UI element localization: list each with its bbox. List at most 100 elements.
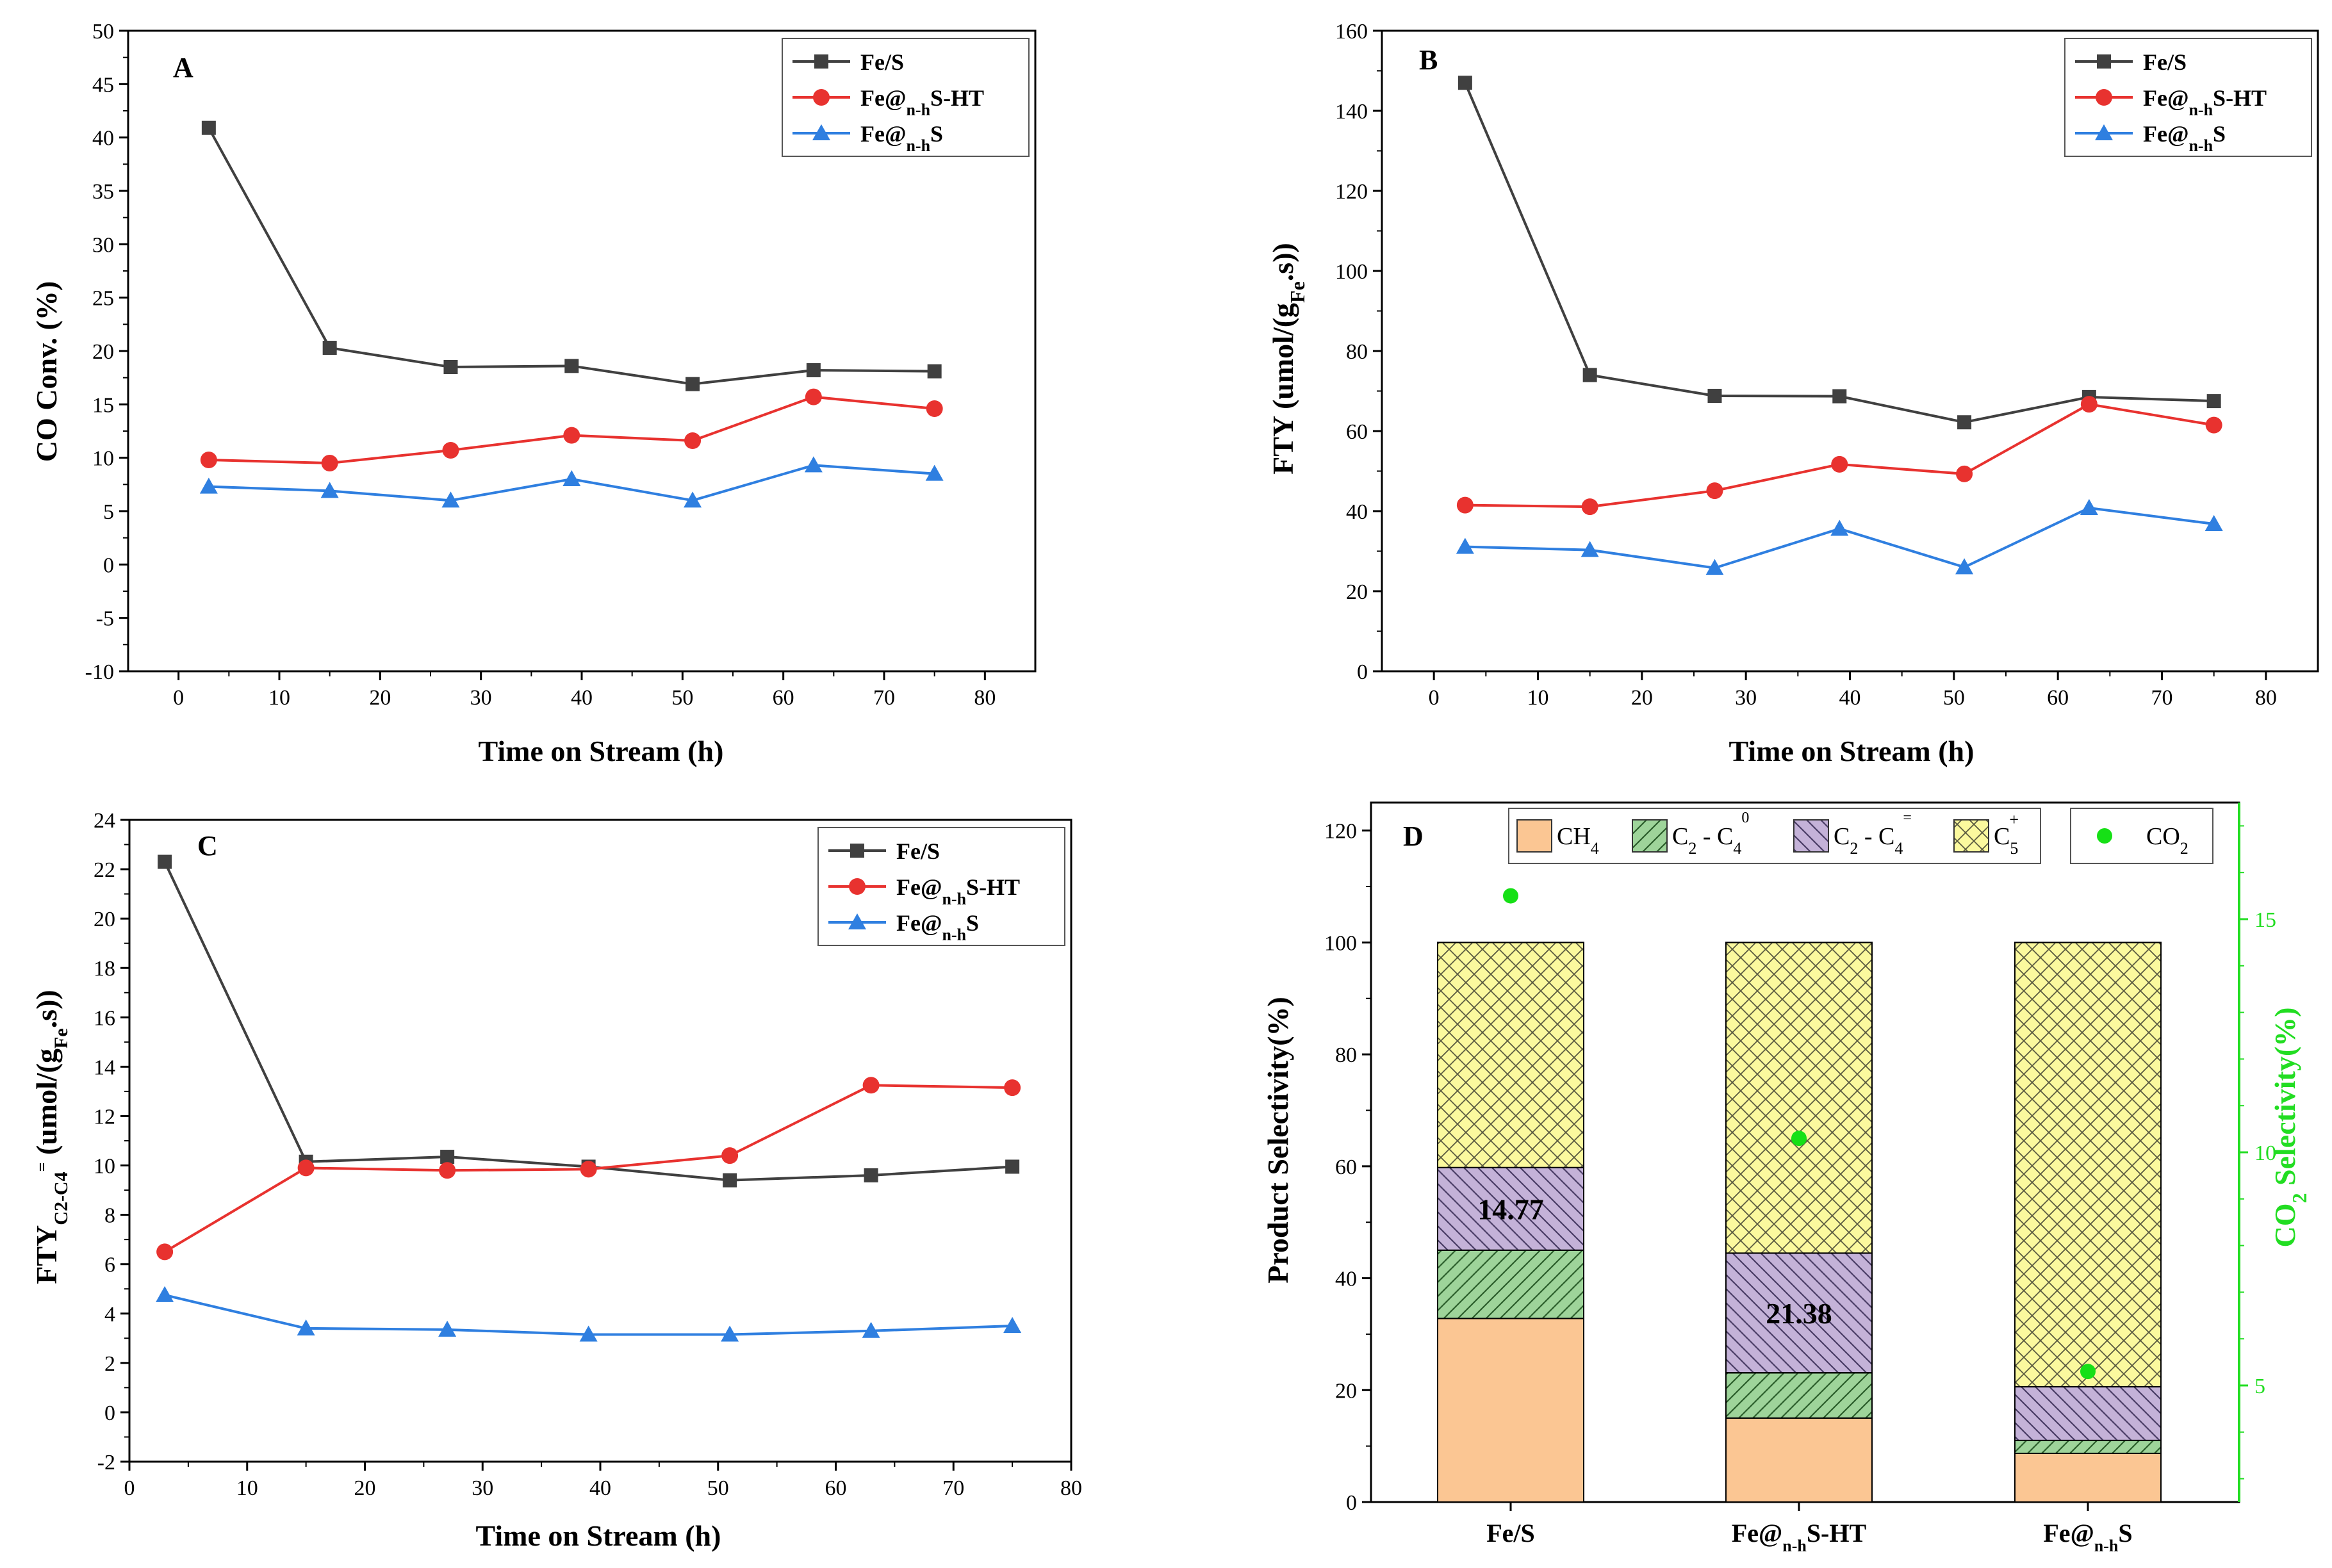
panel-d-legend-c5-sup: + xyxy=(2009,810,2019,829)
panel-a-ytick-label: 40 xyxy=(92,127,114,151)
panel-d-legend-box xyxy=(1508,808,2041,864)
panel-c-series-0-point xyxy=(864,1168,878,1182)
panel-a-ytick-label: 5 xyxy=(103,500,114,524)
panel-a-series-0-point xyxy=(806,363,821,377)
panel-a-ytick-label: 10 xyxy=(92,447,114,471)
panel-c-legend-label-2-sub: n-h xyxy=(942,926,966,944)
panel-d-legend-c2c4ole-hatch xyxy=(1793,819,1829,853)
panel-b-xtick-label: 80 xyxy=(2255,686,2277,710)
panel-d-legend-c2c4sat-tail: - C xyxy=(1696,823,1733,850)
panel-b-legend-marker-1 xyxy=(2096,89,2112,106)
panel-b-ytick-label: 100 xyxy=(1335,260,1368,284)
panel-d-legend-c2c4sat-main: C xyxy=(1672,823,1688,850)
panel-c-series-0-point xyxy=(1005,1159,1020,1174)
panel-d-bar-0-seg-0 xyxy=(1437,1318,1584,1503)
panel-a-legend-label-1-tail: S-HT xyxy=(930,85,984,111)
panel-c-series-2-point xyxy=(297,1319,315,1335)
panel-d-legend-co2-sub: 2 xyxy=(2180,839,2188,858)
panel-c-series-2-point xyxy=(862,1321,880,1338)
panel-c-legend-label-1-sub: n-h xyxy=(942,890,966,908)
panel-b-series-1-point xyxy=(1456,496,1474,514)
panel-d-ytick-label: 80 xyxy=(1335,1043,1357,1067)
panel-b-xtick-label: 50 xyxy=(1943,686,1965,710)
panel-a-legend-marker-2 xyxy=(812,124,830,140)
panel-d-bar-0-seg-2-hatch xyxy=(1437,1166,1584,1251)
panel-d-category-label-2-sub: n-h xyxy=(2094,1537,2119,1555)
panel-c-legend-label-1-main: Fe@ xyxy=(896,874,942,900)
panel-c-ylabel-tail: .s)) xyxy=(30,990,63,1028)
panel-c-xtick-label: 40 xyxy=(589,1476,611,1500)
panel-d-bar-1-seg-3-hatch xyxy=(1725,942,1873,1254)
panel-d-ylabel: Product Selectivity(%) xyxy=(1261,997,1294,1284)
panel-b-letter: B xyxy=(1419,44,1438,76)
panel-a-series-2-point xyxy=(684,491,702,508)
panel-b-legend-label-0-main: Fe/S xyxy=(2143,49,2187,75)
panel-d-y2label-sub: 2 xyxy=(2288,1193,2311,1203)
panel-d-legend-c2c4sat-sub: 2 xyxy=(1688,839,1696,858)
panel-d-co2-point-2 xyxy=(2080,1364,2096,1380)
panel-d-bar-annotation-1: 21.38 xyxy=(1766,1297,1832,1330)
panel-c-legend-label-2-tail: S xyxy=(966,910,979,936)
panel-d-legend-c2c4sat-label: C2 - C40 xyxy=(1672,810,1749,858)
panel-c-xtick-label: 60 xyxy=(825,1476,847,1500)
panel-b-xtick-label: 20 xyxy=(1631,686,1653,710)
panel-a-legend-label-2-main: Fe@ xyxy=(860,121,906,147)
panel-d-bar-2-seg-3-hatch xyxy=(2014,942,2162,1388)
panel-c-series-2-point xyxy=(438,1320,457,1337)
panel-a-series-2-point xyxy=(199,477,218,494)
panel-b-xtick-label: 10 xyxy=(1527,686,1549,710)
panel-c-ylabel: FTYC2-C4= (umol/(gFe.s)) xyxy=(30,990,72,1284)
panel-d-legend-c2c4sat-sup2: 0 xyxy=(1741,810,1749,826)
panel-a-series-0-point xyxy=(927,364,942,379)
panel-c-ytick-label: 12 xyxy=(94,1105,115,1129)
panel-b-legend-label-0: Fe/S xyxy=(2143,49,2187,75)
panel-d-category-label-1-main: Fe@ xyxy=(1732,1519,1782,1548)
panel-a-ytick-label: 45 xyxy=(92,73,114,97)
panel-b-series-0-point xyxy=(1458,76,1472,90)
panel-b-ytick-label: 160 xyxy=(1335,20,1368,44)
panel-c-ylabel-sub2: Fe xyxy=(51,1028,72,1049)
panel-d-legend-co2-marker xyxy=(2097,828,2112,844)
panel-d-legend-ch4-label: CH4 xyxy=(1557,823,1599,858)
panel-b-xtick-label: 60 xyxy=(2047,686,2069,710)
panel-b-series-0-point xyxy=(1957,415,1972,430)
panel-a-ylabel: CO Conv. (%) xyxy=(30,281,63,462)
panel-b-ytick-label: 140 xyxy=(1335,100,1368,124)
panel-d-co2-point-0 xyxy=(1503,888,1518,904)
panel-d-y2tick-label: 15 xyxy=(2254,908,2276,932)
panel-c-series-0-point xyxy=(440,1150,455,1164)
panel-d-category-label-2-tail: S xyxy=(2118,1519,2132,1548)
panel-c-series-1-point xyxy=(297,1159,315,1177)
panel-d-category-label-1-sub: n-h xyxy=(1782,1537,1807,1555)
panel-b-series-0-point xyxy=(1832,389,1847,404)
panel-c-ytick-label: 4 xyxy=(104,1303,115,1327)
panel-d-letter: D xyxy=(1403,821,1424,852)
panel-d-bar-annotation-0: 14.77 xyxy=(1477,1193,1544,1225)
panel-b-ylabel-sub: Fe xyxy=(1286,281,1309,303)
panel-c-xtick-label: 0 xyxy=(124,1476,135,1500)
panel-a-series-1-point xyxy=(442,442,459,459)
panel-b-series-2-point xyxy=(2205,515,2223,531)
panel-a-series-1-point xyxy=(321,455,338,471)
panel-c-xlabel: Time on Stream (h) xyxy=(476,1519,721,1552)
panel-a-series-0-point xyxy=(443,360,458,374)
panel-d-category-label-0-main: Fe/S xyxy=(1486,1519,1535,1548)
panel-c-ylabel-main: FTY xyxy=(30,1225,63,1284)
panel-c-xtick-label: 50 xyxy=(707,1476,729,1500)
panel-d-bar-1-seg-0 xyxy=(1725,1417,1873,1503)
panel-d-ytick-label: 120 xyxy=(1324,820,1357,844)
panel-b-legend-label-2-tail: S xyxy=(2213,121,2226,147)
panel-a-legend-marker-1 xyxy=(813,89,830,106)
panel-d-legend-c2c4ole-sub: 2 xyxy=(1850,839,1858,858)
panel-a-legend-label-1-main: Fe@ xyxy=(860,85,906,111)
panel-c-xtick-label: 70 xyxy=(942,1476,964,1500)
panel-b-ylabel-main: FTY (umol/(g xyxy=(1267,303,1299,475)
panel-d-legend-c2c4ole-sub2: 4 xyxy=(1894,839,1903,858)
panel-d-bar-1-seg-1-hatch xyxy=(1725,1372,1873,1419)
panel-d-bar-0-seg-1-hatch xyxy=(1437,1249,1584,1319)
panel-d-legend-c5-hatch xyxy=(1953,819,1989,853)
panel-a-ytick-label: 0 xyxy=(103,553,114,577)
panel-b-series-1-point xyxy=(1706,482,1723,500)
panel-a-letter: A xyxy=(173,52,193,83)
